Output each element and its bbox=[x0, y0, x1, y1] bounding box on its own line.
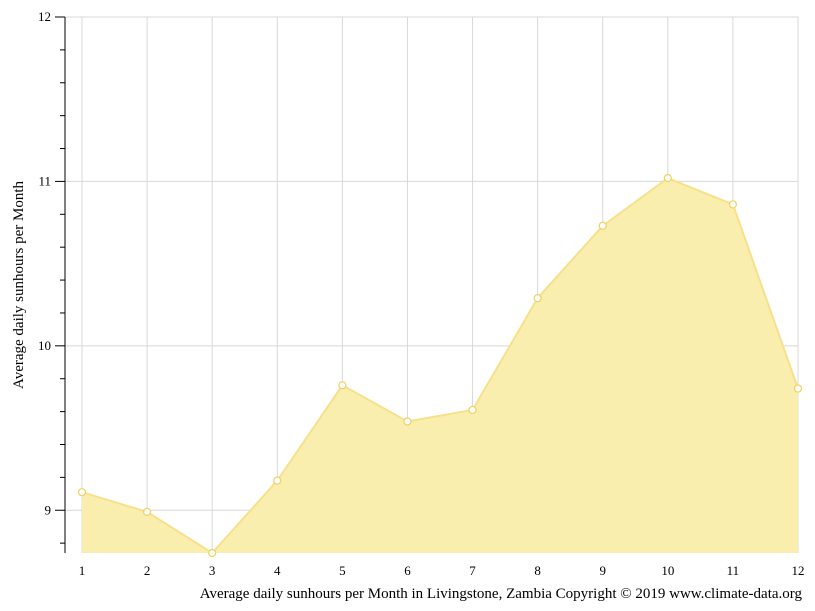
chart-caption: Average daily sunhours per Month in Livi… bbox=[200, 586, 803, 602]
x-tick-labels: 1 2 3 4 5 6 7 8 9 10 11 12 bbox=[79, 563, 805, 578]
x-tick-label-1: 1 bbox=[79, 563, 86, 578]
area-series bbox=[81, 176, 799, 555]
data-point-4 bbox=[273, 476, 282, 485]
x-tick-label-9: 9 bbox=[599, 563, 606, 578]
data-point-2 bbox=[142, 507, 152, 516]
y-axis bbox=[55, 16, 66, 553]
data-point-9 bbox=[598, 221, 607, 230]
data-point-10 bbox=[663, 174, 672, 183]
y-tick-label-12: 12 bbox=[38, 9, 51, 24]
y-tick-label-10: 10 bbox=[38, 338, 51, 353]
x-tick-label-11: 11 bbox=[727, 563, 740, 578]
x-tick-label-12: 12 bbox=[792, 563, 805, 578]
x-tick-label-5: 5 bbox=[339, 563, 346, 578]
x-tick-label-2: 2 bbox=[144, 563, 151, 578]
x-tick-label-6: 6 bbox=[404, 563, 411, 578]
y-tick-label-11: 11 bbox=[38, 173, 51, 188]
y-tick-label-9: 9 bbox=[45, 502, 52, 517]
data-point-11 bbox=[728, 200, 738, 209]
x-tick-label-8: 8 bbox=[534, 563, 541, 578]
series-line bbox=[81, 176, 799, 555]
data-points bbox=[77, 174, 803, 558]
y-axis-label: Average daily sunhours per Month bbox=[11, 181, 27, 390]
y-tick-labels: 9 10 11 12 bbox=[38, 9, 51, 517]
data-point-3 bbox=[208, 548, 217, 558]
data-point-7 bbox=[468, 405, 477, 415]
x-tick-label-4: 4 bbox=[274, 563, 281, 578]
data-point-1 bbox=[77, 488, 87, 497]
data-point-5 bbox=[338, 381, 347, 390]
x-tick-label-7: 7 bbox=[469, 563, 476, 578]
data-point-6 bbox=[403, 417, 412, 426]
data-point-8 bbox=[533, 294, 542, 303]
x-tick-label-3: 3 bbox=[209, 563, 216, 578]
x-tick-label-10: 10 bbox=[661, 563, 674, 578]
data-point-12 bbox=[793, 384, 803, 393]
area-fill bbox=[82, 178, 798, 553]
